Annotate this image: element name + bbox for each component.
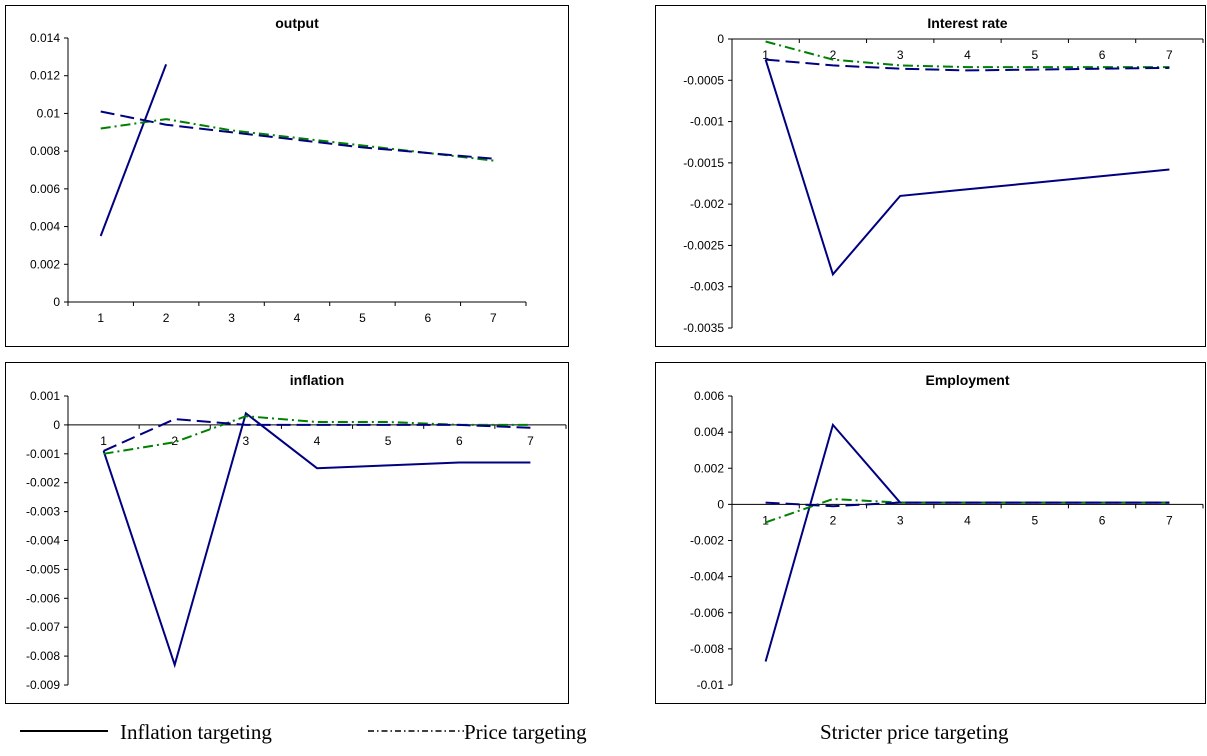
legend-item-inflation-targeting: Inflation targeting: [20, 712, 272, 752]
y-tick-label: -0.008: [26, 649, 60, 663]
series-line-inflation-targeting: [102, 411, 531, 669]
y-tick-label: 0.001: [30, 389, 60, 403]
series-line-inflation-targeting: [764, 422, 1170, 662]
y-tick-label: -0.004: [26, 534, 60, 548]
y-tick-label: -0.0005: [683, 73, 724, 87]
x-tick-label: 5: [359, 311, 366, 325]
x-tick-label: 4: [964, 48, 971, 62]
chart-title: output: [275, 15, 319, 31]
y-tick-label: 0: [53, 295, 60, 309]
chart-interest-rate: 0 -0.0005 -0.001 -0.0015 -0.002 -0.0025 -0.003…: [655, 5, 1206, 347]
legend-label: Stricter price targeting: [820, 719, 1009, 744]
y-tick-label: -0.007: [26, 620, 60, 634]
x-tick-label: 6: [1099, 48, 1106, 62]
legend-item-stricter-price-targeting: Stricter price targeting: [820, 712, 1009, 752]
x-tick-label: 3: [243, 434, 250, 448]
series-line-price-targeting: [100, 118, 494, 162]
x-tick-label: 4: [964, 513, 971, 527]
y-tick-label: 0: [53, 418, 60, 432]
y-tick-label: -0.006: [26, 591, 60, 605]
chart-inflation-svg: 0.001 0 -0.001 -0.002 -0.003 -0.004 -0.005 -0.0…: [26, 372, 567, 692]
chart-output: 0.014 0.012 0.01 0.008 0.006 0.004 0.002 0 1 2 3 4 5…: [5, 5, 569, 347]
y-tick-label: 0.006: [694, 389, 724, 403]
y-tick-label: -0.001: [26, 447, 60, 461]
x-tick-label: 5: [385, 434, 392, 448]
y-tick-label: -0.001: [690, 115, 724, 129]
y-tick-label: -0.01: [697, 678, 725, 692]
x-tick-label: 2: [171, 434, 178, 448]
x-tick-label: 6: [456, 434, 463, 448]
y-tick-label: 0.014: [30, 31, 60, 45]
x-tick-label: 2: [163, 311, 170, 325]
x-tick-label: 1: [762, 48, 769, 62]
y-tick-label: -0.004: [690, 570, 724, 584]
series-line-price-targeting: [765, 40, 1170, 69]
x-tick-label: 2: [830, 48, 837, 62]
x-tick-label: 3: [897, 513, 904, 527]
x-tick-label: 1: [100, 434, 107, 448]
x-tick-label: 6: [425, 311, 432, 325]
x-tick-label: 2: [830, 513, 837, 527]
chart-title: inflation: [290, 372, 344, 388]
y-tick-label: -0.0015: [683, 156, 724, 170]
x-tick-label: 5: [1031, 513, 1038, 527]
x-tick-label: 7: [490, 311, 497, 325]
x-tick-label: 7: [1166, 48, 1173, 62]
y-tick-label: 0.01: [37, 106, 61, 120]
y-tick-label: -0.003: [690, 280, 724, 294]
y-tick-label: -0.002: [690, 197, 724, 211]
x-tick-label: 3: [897, 48, 904, 62]
chart-inflation: 0.001 0 -0.001 -0.002 -0.003 -0.004 -0.005 -0.0…: [5, 362, 569, 704]
legend-label: Price targeting: [464, 719, 587, 744]
x-tick-label: 4: [294, 311, 301, 325]
chart-title: Interest rate: [927, 15, 1007, 31]
y-tick-label: 0.004: [30, 220, 60, 234]
y-tick-label: -0.002: [26, 476, 60, 490]
y-tick-label: -0.005: [26, 562, 60, 576]
chart-output-svg: 0.014 0.012 0.01 0.008 0.006 0.004 0.002 0 1 2 3 4 5…: [30, 15, 527, 325]
legend-item-price-targeting: Price targeting: [368, 712, 587, 752]
x-tick-label: 3: [228, 311, 235, 325]
series-line-stricter-price-targeting: [103, 418, 531, 452]
y-tick-label: -0.006: [690, 606, 724, 620]
series-line-inflation-targeting: [764, 59, 1170, 277]
y-tick-label: 0.004: [694, 425, 724, 439]
x-tick-label: 6: [1099, 513, 1106, 527]
series-line-stricter-price-targeting: [100, 110, 494, 160]
chart-title: Employment: [925, 372, 1009, 388]
legend-dashdot-line-sample: [368, 730, 464, 732]
x-tick-label: 7: [1166, 513, 1173, 527]
chart-employment: 0.006 0.004 0.002 0 -0.002 -0.004 -0.006 -0.008…: [655, 362, 1206, 704]
legend-label: Inflation targeting: [120, 719, 272, 744]
series-line-stricter-price-targeting: [765, 58, 1170, 72]
y-tick-label: -0.009: [26, 678, 60, 692]
y-tick-label: 0.012: [30, 69, 60, 83]
x-tick-label: 7: [527, 434, 534, 448]
x-tick-label: 4: [314, 434, 321, 448]
x-tick-label: 1: [762, 513, 769, 527]
y-tick-label: 0.002: [694, 461, 724, 475]
series-line-inflation-targeting: [99, 64, 168, 237]
legend: Inflation targeting Price targeting Stri…: [0, 712, 1207, 756]
x-tick-label: 1: [97, 311, 104, 325]
legend-solid-line-sample: [20, 730, 108, 732]
y-tick-label: 0: [717, 497, 724, 511]
y-tick-label: -0.002: [690, 534, 724, 548]
y-tick-label: -0.008: [690, 642, 724, 656]
y-tick-label: -0.0025: [683, 238, 724, 252]
y-tick-label: 0.008: [30, 144, 60, 158]
x-tick-label: 5: [1031, 48, 1038, 62]
y-tick-label: 0.002: [30, 257, 60, 271]
y-tick-label: 0.006: [30, 182, 60, 196]
chart-employment-svg: 0.006 0.004 0.002 0 -0.002 -0.004 -0.006 -0.008…: [690, 372, 1204, 692]
chart-interest-rate-svg: 0 -0.0005 -0.001 -0.0015 -0.002 -0.0025 -0.003…: [683, 15, 1204, 335]
y-tick-label: -0.003: [26, 505, 60, 519]
series-line-stricter-price-targeting: [765, 501, 1170, 508]
y-tick-label: 0: [717, 32, 724, 46]
y-tick-label: -0.0035: [683, 321, 724, 335]
